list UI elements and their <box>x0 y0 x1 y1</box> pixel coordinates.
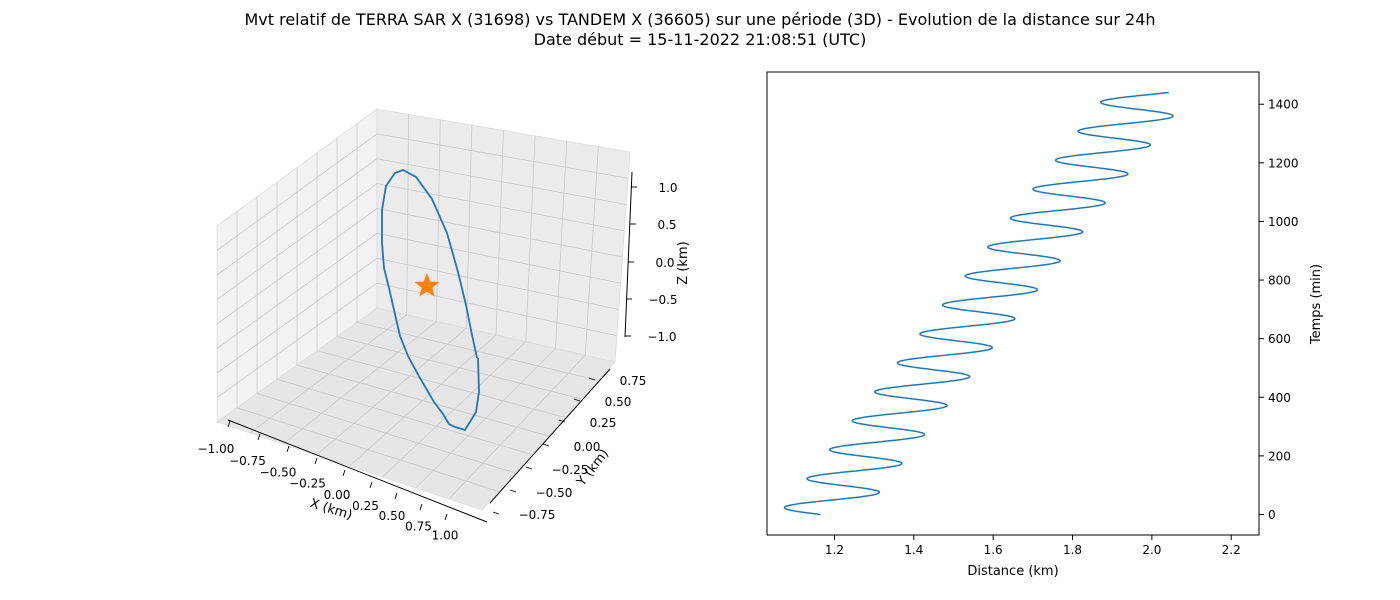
grid-line <box>356 321 599 381</box>
y-tick-label-2d: 1000 <box>1268 215 1299 229</box>
grid-line <box>382 341 527 478</box>
x-tick-label-2d: 1.8 <box>1063 543 1082 557</box>
grid-line <box>376 133 629 179</box>
z-tick-label-3d: 0.5 <box>657 218 676 232</box>
grid-line <box>376 158 627 205</box>
x-tick-label-3d: 0.25 <box>352 499 379 513</box>
y-tick-mark-3d <box>492 511 500 515</box>
x-tick-mark-3d <box>369 481 373 489</box>
y-tick-mark-3d <box>558 419 566 423</box>
plot-area-2d <box>766 71 1260 536</box>
x-tick-label-3d: −1.00 <box>198 442 235 456</box>
y-tick-label-3d: 0.75 <box>620 374 647 388</box>
grid-line <box>316 350 566 418</box>
z-tick-label-3d: −0.5 <box>648 293 677 307</box>
y-tick-mark-3d <box>509 489 517 493</box>
y-tick-label-3d: 0.00 <box>574 440 601 454</box>
grid-3d <box>216 114 629 500</box>
grid-line <box>216 183 378 300</box>
x-tick-label-2d: 1.4 <box>904 543 923 557</box>
series-3d-star-marker <box>414 273 440 297</box>
x-tick-label-2d: 2.0 <box>1142 543 1161 557</box>
z-tick-label-3d: 1.0 <box>658 181 677 195</box>
x-tick-mark-3d <box>257 433 261 441</box>
y-tick-label-3d: −0.25 <box>552 463 589 477</box>
axes-3d <box>227 171 633 523</box>
x-tick-label-3d: −0.25 <box>289 477 326 491</box>
x-axis-label-2d: Distance (km) <box>967 564 1058 579</box>
y-axis-line-3d <box>489 368 611 504</box>
series-3d-trajectory <box>381 169 480 432</box>
grid-line <box>216 208 378 325</box>
y-tick-label-2d: 0 <box>1268 508 1276 522</box>
x-tick-mark-3d <box>342 469 346 477</box>
z-axis-label-3d: Z (km) <box>676 241 691 284</box>
grid-line <box>448 354 586 500</box>
chart-3d: −1.00−0.75−0.50−0.250.000.250.500.751.00… <box>198 108 691 543</box>
grid-line <box>415 348 556 489</box>
y-tick-label-3d: −0.75 <box>519 508 556 522</box>
z-axis-line-3d <box>624 171 633 338</box>
y-tick-label-2d: 200 <box>1268 449 1291 463</box>
x-tick-mark-3d <box>314 457 318 465</box>
x-tick-label-3d: 1.00 <box>432 529 459 543</box>
x-tick-label-3d: −0.75 <box>229 454 266 468</box>
z-tick-label-3d: 0.0 <box>655 256 674 270</box>
x-tick-label-2d: 1.6 <box>984 543 1003 557</box>
y-tick-mark-3d <box>525 466 533 470</box>
pane-floor <box>216 307 616 511</box>
y-tick-label-3d: −0.50 <box>536 486 573 500</box>
y-tick-label-3d: 0.50 <box>605 395 632 409</box>
ticks-3d: −1.00−0.75−0.50−0.250.000.250.500.751.00… <box>198 181 678 543</box>
x-tick-mark-3d <box>419 503 423 511</box>
y-tick-label-2d: 800 <box>1268 274 1291 288</box>
figure-title-line2: Date début = 15-11-2022 21:08:51 (UTC) <box>533 30 867 49</box>
x-tick-label-3d: 0.75 <box>405 519 432 533</box>
x-tick-mark-3d <box>394 492 398 500</box>
x-tick-label-2d: 1.2 <box>825 543 844 557</box>
series-distance-line <box>783 91 1174 516</box>
x-tick-label-2d: 2.2 <box>1222 543 1241 557</box>
grid-line <box>216 158 378 276</box>
y-tick-label-2d: 1400 <box>1268 98 1299 112</box>
y-axis-label-2d: Temps (min) <box>1309 264 1324 345</box>
x-tick-mark-3d <box>286 445 290 453</box>
x-axis-line-3d <box>227 419 488 523</box>
grid-line <box>376 208 623 258</box>
figure-title-line1: Mvt relatif de TERRA SAR X (31698) vs TA… <box>244 10 1156 29</box>
y-tick-label-2d: 600 <box>1268 332 1291 346</box>
y-tick-mark-3d <box>588 377 596 381</box>
y-tick-label-2d: 1200 <box>1268 156 1299 170</box>
x-tick-label-3d: −0.50 <box>260 465 297 479</box>
grid-line <box>216 133 378 251</box>
z-tick-label-3d: −1.0 <box>647 330 676 344</box>
y-tick-mark-3d <box>542 443 550 447</box>
y-tick-label-3d: 0.25 <box>590 416 617 430</box>
x-tick-mark-3d <box>227 420 231 428</box>
grid-line <box>336 336 582 400</box>
grid-line <box>376 183 625 232</box>
figure-title: Mvt relatif de TERRA SAR X (31698) vs TA… <box>0 10 1400 50</box>
grid-line <box>555 141 568 349</box>
y-tick-label-2d: 400 <box>1268 391 1291 405</box>
x-tick-label-3d: 0.50 <box>379 509 406 523</box>
y-tick-mark-3d <box>573 398 581 402</box>
chart-2d: 1.2 1.4 1.6 1.8 2.0 2.2 0 200 400 600 800 1000 1200 1… <box>766 71 1324 579</box>
grid-line <box>584 146 599 356</box>
x-tick-mark-3d <box>444 513 448 521</box>
grid-line <box>296 364 549 437</box>
grid-line <box>525 135 536 342</box>
ticks-2d: 1.2 1.4 1.6 1.8 2.0 2.2 0 200 400 600 800 1000 1200 1… <box>825 98 1299 557</box>
x-tick-label-3d: 0.00 <box>324 488 351 502</box>
